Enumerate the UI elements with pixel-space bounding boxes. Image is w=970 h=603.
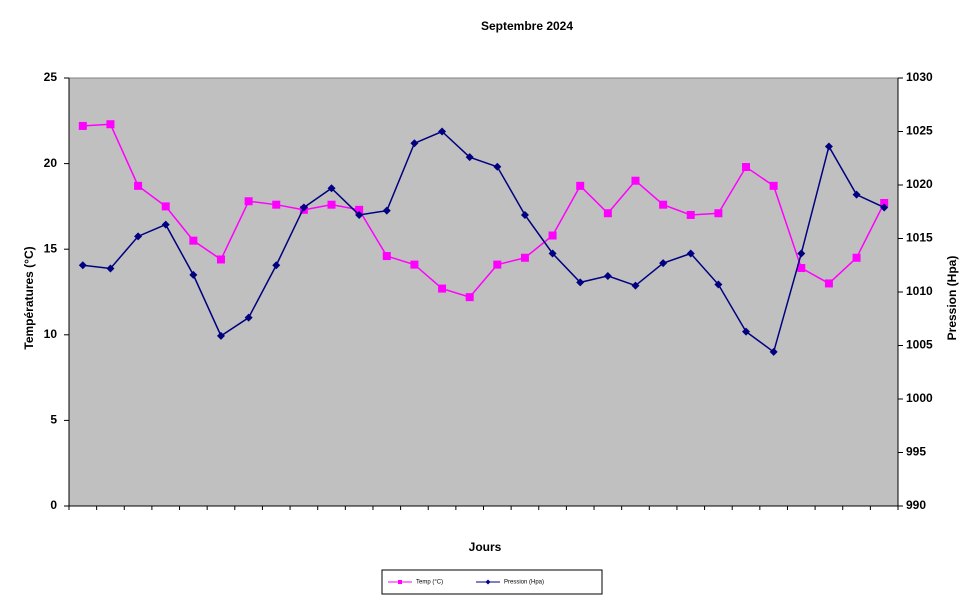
- marker: [824, 279, 833, 288]
- marker: [189, 270, 198, 279]
- y2-tick-label: 1020: [906, 177, 933, 191]
- y-axis-title: Températures (°C): [22, 246, 36, 349]
- y-tick-label: 0: [50, 498, 57, 512]
- marker: [631, 176, 640, 185]
- y2-tick-label: 990: [906, 498, 926, 512]
- y-tick-label: 15: [44, 241, 58, 255]
- marker: [797, 264, 806, 273]
- marker: [603, 271, 612, 280]
- marker: [299, 203, 308, 212]
- marker: [742, 163, 751, 172]
- y2-tick-label: 1015: [906, 231, 933, 245]
- marker: [382, 252, 391, 261]
- legend-label: Temp (°C): [416, 580, 443, 586]
- y2-tick-label: 1030: [906, 70, 933, 84]
- marker: [548, 249, 557, 258]
- legend-marker: [398, 580, 402, 584]
- y2-tick-label: 1010: [906, 284, 933, 298]
- marker: [410, 139, 419, 148]
- marker: [216, 331, 225, 340]
- marker: [134, 232, 143, 241]
- marker: [272, 261, 281, 270]
- marker: [410, 260, 419, 269]
- marker: [686, 249, 695, 258]
- legend: Temp (°C) Pression (Hpa): [381, 569, 603, 595]
- marker: [797, 249, 806, 258]
- marker: [520, 253, 529, 262]
- marker: [824, 142, 833, 151]
- marker: [78, 121, 87, 130]
- legend-marker: [485, 579, 491, 585]
- marker: [438, 284, 447, 293]
- y-tick-label: 25: [44, 70, 58, 84]
- y-tick-label: 5: [50, 413, 57, 427]
- series-line: [82, 123, 885, 298]
- marker: [106, 264, 115, 273]
- y-tick-label: 20: [44, 156, 58, 170]
- marker: [603, 209, 612, 218]
- legend-box: [381, 569, 603, 595]
- marker: [659, 200, 668, 209]
- marker: [355, 205, 364, 214]
- marker: [244, 313, 253, 322]
- marker: [355, 210, 364, 219]
- marker: [714, 209, 723, 218]
- plot-area: [68, 77, 899, 507]
- marker: [686, 210, 695, 219]
- x-axis-title: Jours: [469, 540, 502, 554]
- marker: [465, 293, 474, 302]
- marker: [438, 127, 447, 136]
- marker: [189, 236, 198, 245]
- y2-axis-title: Pression (Hpa): [945, 256, 959, 341]
- y2-tick-label: 1000: [906, 391, 933, 405]
- marker: [493, 260, 502, 269]
- y-tick-label: 10: [44, 327, 58, 341]
- marker: [161, 220, 170, 229]
- y2-tick-label: 1005: [906, 338, 933, 352]
- y2-tick-label: 1025: [906, 124, 933, 138]
- marker: [493, 162, 502, 171]
- marker: [244, 197, 253, 206]
- legend-label: Pression (Hpa): [504, 580, 544, 586]
- marker: [78, 261, 87, 270]
- marker: [161, 202, 170, 211]
- marker: [576, 181, 585, 190]
- marker: [327, 184, 336, 193]
- marker: [852, 253, 861, 262]
- marker: [659, 259, 668, 268]
- marker: [327, 200, 336, 209]
- y2-tick-label: 995: [906, 445, 926, 459]
- marker: [134, 181, 143, 190]
- marker: [769, 181, 778, 190]
- marker: [465, 153, 474, 162]
- marker: [714, 280, 723, 289]
- marker: [880, 203, 889, 212]
- series-line: [82, 130, 885, 354]
- chart-title: Septembre 2024: [481, 19, 573, 33]
- marker: [520, 210, 529, 219]
- marker: [769, 347, 778, 356]
- marker: [548, 231, 557, 240]
- marker: [852, 190, 861, 199]
- marker: [272, 200, 281, 209]
- marker: [382, 206, 391, 215]
- marker: [742, 327, 751, 336]
- marker: [216, 255, 225, 264]
- marker: [631, 281, 640, 290]
- marker: [576, 278, 585, 287]
- marker: [106, 120, 115, 129]
- marker: [880, 198, 889, 207]
